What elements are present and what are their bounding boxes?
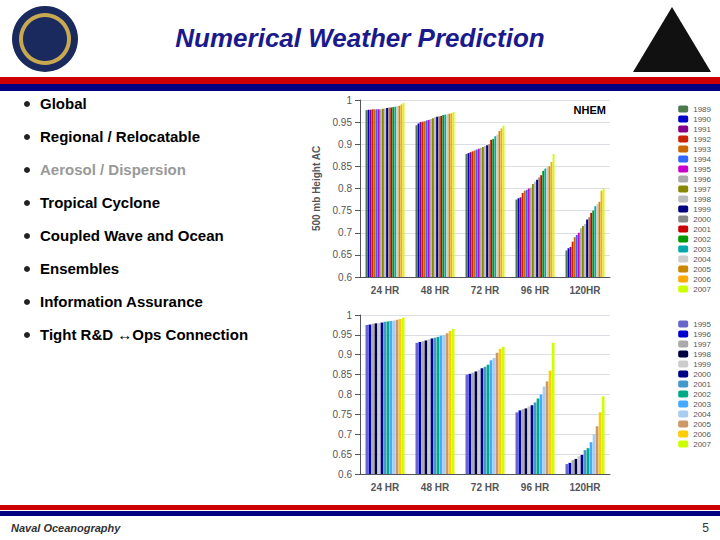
svg-text:0.8: 0.8 bbox=[338, 389, 352, 400]
svg-text:1997: 1997 bbox=[693, 340, 711, 349]
svg-text:1998: 1998 bbox=[693, 350, 711, 359]
svg-text:1999: 1999 bbox=[693, 360, 711, 369]
svg-text:1993: 1993 bbox=[693, 145, 711, 154]
svg-text:1995: 1995 bbox=[693, 165, 711, 174]
svg-text:48 HR: 48 HR bbox=[421, 482, 450, 493]
svg-text:0.75: 0.75 bbox=[333, 409, 353, 420]
svg-text:0.9: 0.9 bbox=[338, 349, 352, 360]
svg-text:2004: 2004 bbox=[693, 410, 711, 419]
svg-text:0.75: 0.75 bbox=[333, 205, 353, 216]
svg-text:48 HR: 48 HR bbox=[421, 285, 450, 296]
svg-text:Aerosol / Dispersion: Aerosol / Dispersion bbox=[40, 161, 186, 178]
svg-text:2005: 2005 bbox=[693, 420, 711, 429]
svg-text:2001: 2001 bbox=[693, 380, 711, 389]
svg-text:1998: 1998 bbox=[693, 195, 711, 204]
svg-text:2006: 2006 bbox=[693, 430, 711, 439]
svg-text:Tight R&D ↔Ops Connection: Tight R&D ↔Ops Connection bbox=[40, 326, 248, 343]
svg-text:2007: 2007 bbox=[693, 285, 711, 294]
svg-text:NHEM: NHEM bbox=[574, 104, 606, 116]
svg-text:2002: 2002 bbox=[693, 235, 711, 244]
svg-text:120HR: 120HR bbox=[569, 482, 601, 493]
svg-text:2005: 2005 bbox=[693, 265, 711, 274]
svg-text:72 HR: 72 HR bbox=[471, 285, 500, 296]
svg-text:2007: 2007 bbox=[693, 440, 711, 449]
svg-text:0.95: 0.95 bbox=[333, 117, 353, 128]
svg-text:500 mb Height AC: 500 mb Height AC bbox=[311, 146, 322, 231]
svg-text:1999: 1999 bbox=[693, 205, 711, 214]
svg-text:0.6: 0.6 bbox=[338, 469, 352, 480]
svg-text:0.65: 0.65 bbox=[333, 449, 353, 460]
svg-text:96 HR: 96 HR bbox=[521, 482, 550, 493]
svg-text:0.8: 0.8 bbox=[338, 183, 352, 194]
svg-text:1994: 1994 bbox=[693, 155, 711, 164]
svg-text:1992: 1992 bbox=[693, 135, 711, 144]
svg-text:0.7: 0.7 bbox=[338, 227, 352, 238]
svg-text:24 HR: 24 HR bbox=[371, 482, 400, 493]
svg-text:0.6: 0.6 bbox=[338, 272, 352, 283]
svg-text:Regional / Relocatable: Regional / Relocatable bbox=[40, 128, 200, 145]
svg-text:5: 5 bbox=[702, 521, 709, 535]
svg-text:24 HR: 24 HR bbox=[371, 285, 400, 296]
svg-text:2003: 2003 bbox=[693, 245, 711, 254]
svg-text:0.7: 0.7 bbox=[338, 429, 352, 440]
svg-text:1996: 1996 bbox=[693, 175, 711, 184]
svg-text:1996: 1996 bbox=[693, 330, 711, 339]
svg-text:1990: 1990 bbox=[693, 115, 711, 124]
svg-text:1: 1 bbox=[346, 95, 352, 106]
svg-text:Coupled Wave and Ocean: Coupled Wave and Ocean bbox=[40, 227, 224, 244]
svg-text:2004: 2004 bbox=[693, 255, 711, 264]
svg-text:Global: Global bbox=[40, 95, 87, 112]
svg-text:72 HR: 72 HR bbox=[471, 482, 500, 493]
svg-text:Numerical Weather Prediction: Numerical Weather Prediction bbox=[175, 23, 544, 53]
svg-text:2000: 2000 bbox=[693, 215, 711, 224]
svg-text:1997: 1997 bbox=[693, 185, 711, 194]
svg-text:1: 1 bbox=[346, 310, 352, 321]
svg-text:Tropical Cyclone: Tropical Cyclone bbox=[40, 194, 160, 211]
svg-text:2006: 2006 bbox=[693, 275, 711, 284]
svg-text:2003: 2003 bbox=[693, 400, 711, 409]
svg-text:0.9: 0.9 bbox=[338, 139, 352, 150]
svg-text:2002: 2002 bbox=[693, 390, 711, 399]
svg-text:1995: 1995 bbox=[693, 320, 711, 329]
svg-text:0.95: 0.95 bbox=[333, 329, 353, 340]
svg-text:0.85: 0.85 bbox=[333, 161, 353, 172]
svg-text:1991: 1991 bbox=[693, 125, 711, 134]
svg-text:0.65: 0.65 bbox=[333, 249, 353, 260]
svg-text:Naval Oceanography: Naval Oceanography bbox=[11, 522, 121, 534]
svg-text:Information Assurance: Information Assurance bbox=[40, 293, 203, 310]
svg-text:Ensembles: Ensembles bbox=[40, 260, 119, 277]
svg-text:2001: 2001 bbox=[693, 225, 711, 234]
svg-text:0.85: 0.85 bbox=[333, 369, 353, 380]
svg-text:1989: 1989 bbox=[693, 105, 711, 114]
svg-text:120HR: 120HR bbox=[569, 285, 601, 296]
svg-text:96 HR: 96 HR bbox=[521, 285, 550, 296]
svg-text:2000: 2000 bbox=[693, 370, 711, 379]
